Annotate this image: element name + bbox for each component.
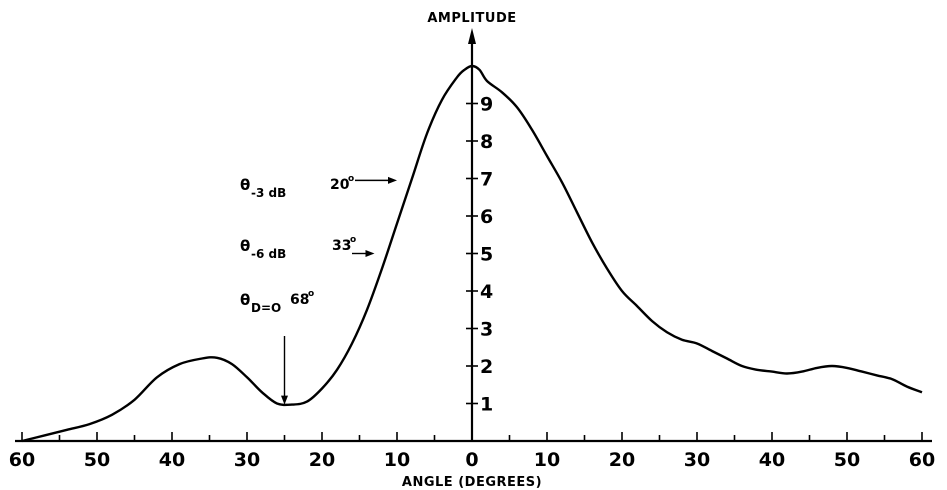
x-tick-label: 60 [909,449,935,471]
x-axis-title: ANGLE (DEGREES) [402,475,542,490]
theta-symbol: θ [240,176,250,194]
x-tick-label: 10 [384,449,410,471]
degree-superscript: o [348,174,354,184]
annotation-value: 20 [330,177,350,193]
curve [21,64,923,443]
degree-superscript: o [308,289,314,299]
y-tick-label: 3 [480,319,493,341]
annotation-value: 33 [332,238,351,254]
y-axis-arrowhead [468,28,476,44]
annotation-subscript: D=O [251,301,281,315]
degree-superscript: o [350,235,356,245]
amplitude-curve [21,64,923,443]
annotation-value: 68 [290,292,309,308]
y-tick-label: 2 [480,356,493,378]
y-tick-label: 6 [480,206,493,228]
beamwidth-annotation: θ -3 dB 20o [240,174,397,200]
x-tick-label: 0 [465,449,478,471]
annotation-arrowhead [281,395,288,405]
y-tick-label: 9 [480,94,493,116]
y-tick-label: 4 [480,281,493,303]
x-tick-label: 50 [834,449,860,471]
x-tick-label: 40 [759,449,785,471]
y-tick-label: 1 [480,394,493,416]
x-tick-label: 60 [9,449,35,471]
y-tick-label: 7 [480,169,493,191]
axes [15,28,932,443]
y-axis-title: AMPLITUDE [427,11,516,26]
annotation-arrowhead [365,250,375,257]
x-tick-label: 30 [234,449,260,471]
beamwidth-annotation: θ -6 dB 33o [240,235,375,261]
annotation-arrowhead [388,176,397,184]
y-tick-label: 8 [480,131,493,153]
theta-symbol: θ [240,291,250,309]
y-tick-label: 5 [480,244,493,266]
x-tick-label: 20 [609,449,635,471]
x-tick-label: 50 [84,449,110,471]
ticks: 60 50 40 30 20 10 0 10 20 30 40 50 60 1 2 3 4 5 6 7 8 9 [9,94,935,472]
annotation-subscript: -3 dB [251,186,286,200]
annotation-subscript: -6 dB [251,247,286,261]
theta-symbol: θ [240,237,250,255]
x-tick-label: 20 [309,449,335,471]
x-tick-label: 10 [534,449,560,471]
beamwidth-annotation: θ D=O 68o [240,289,314,405]
x-tick-label: 40 [159,449,185,471]
x-tick-label: 30 [684,449,710,471]
